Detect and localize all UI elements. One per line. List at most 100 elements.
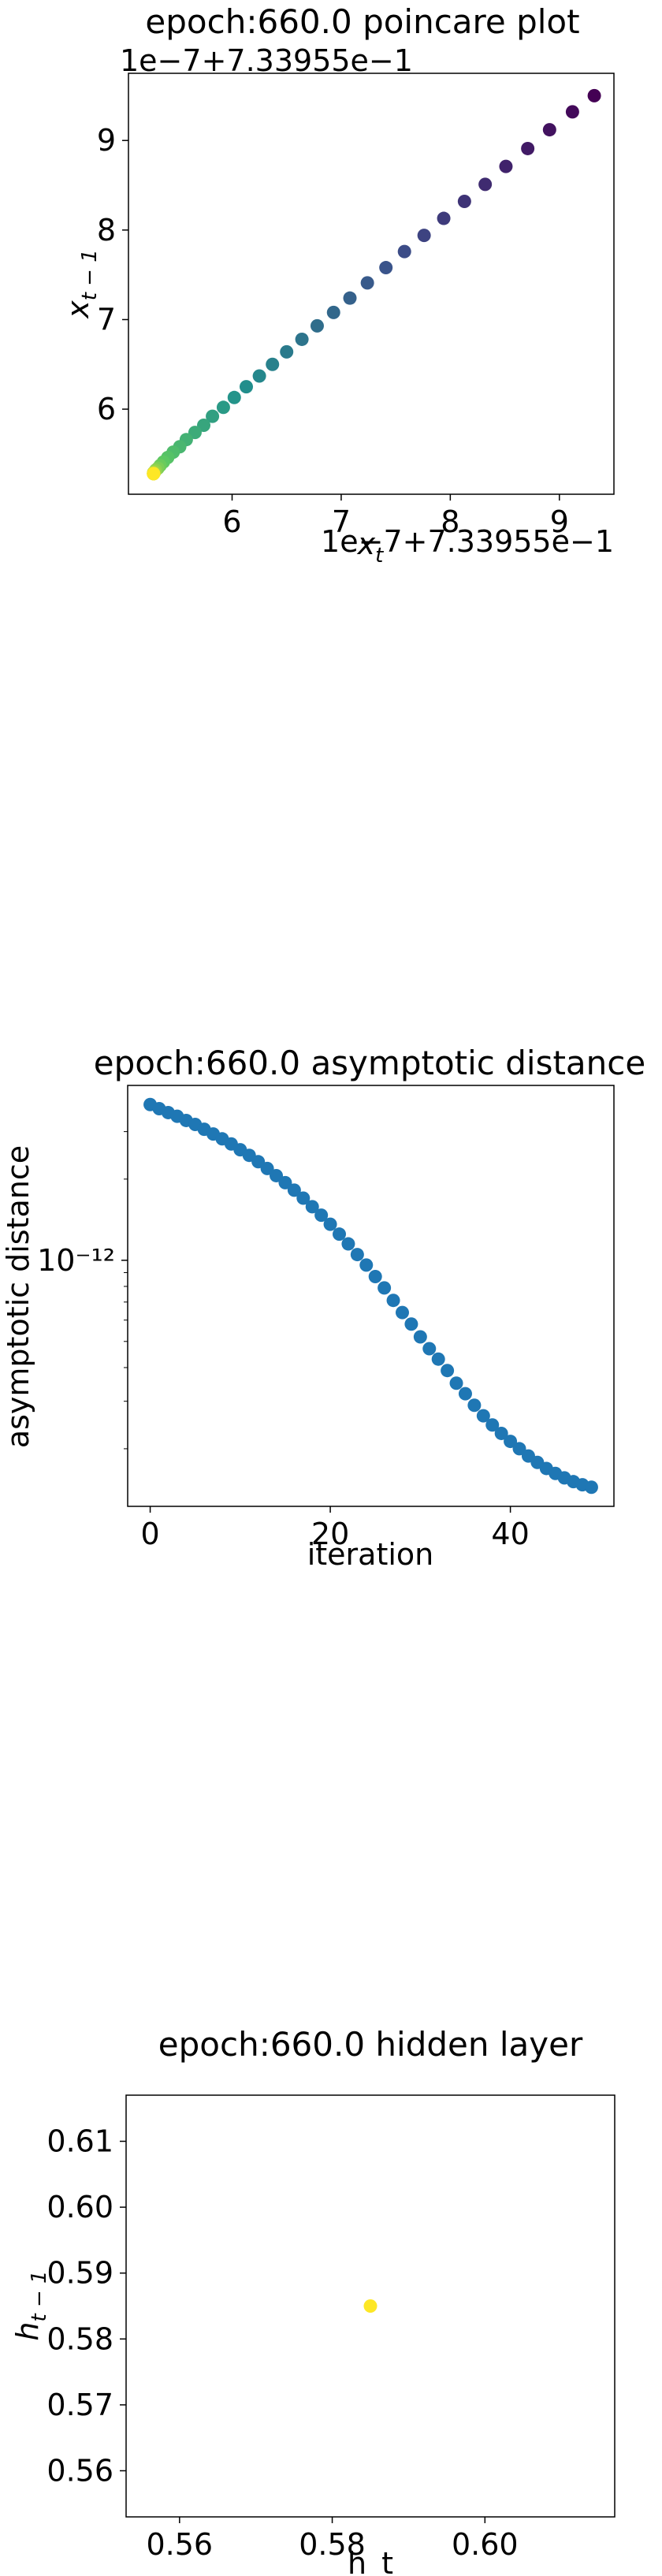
poincare-point: [216, 400, 230, 415]
asymptotic-point: [287, 1183, 301, 1197]
poincare-x-ticks: 6 7 8 9: [222, 494, 569, 539]
poincare-y-offset-label: 1e−7+7.33955e−1: [120, 43, 413, 78]
poincare-y-tick-label: 8: [97, 213, 116, 248]
asymptotic-point: [584, 1480, 598, 1495]
asymptotic-point: [260, 1161, 274, 1175]
asymptotic-point: [467, 1398, 482, 1413]
poincare-point: [379, 261, 393, 275]
poincare-point: [147, 467, 161, 481]
poincare-x-tick-label: 9: [550, 504, 569, 539]
hidden-y-tick-label: 0.61: [46, 2124, 113, 2159]
poincare-point: [521, 141, 535, 155]
hidden-title: epoch:660.0 hidden layer: [158, 2025, 583, 2064]
poincare-point: [280, 344, 294, 359]
hidden-points: [363, 2299, 377, 2313]
asymptotic-point: [458, 1387, 472, 1401]
asymptotic-points: [143, 1097, 598, 1495]
asymptotic-plot-area: [127, 1085, 615, 1507]
poincare-plot-area: [128, 73, 615, 495]
asymptotic-point: [341, 1237, 355, 1251]
asymptotic-point: [504, 1435, 518, 1449]
hidden-x-tick-label: 0.60: [452, 2527, 519, 2562]
hidden-x-ticks: 0.56 0.58 0.60: [147, 2517, 519, 2562]
hidden-layer-plot: epoch:660.0 hidden layer 0.56 0.58 0.60 0.…: [10, 2025, 616, 2576]
poincare-title: epoch:660.0 poincare plot: [145, 2, 579, 41]
hidden-x-axis-label: h_t: [348, 2546, 393, 2576]
asymptotic-point: [485, 1418, 500, 1432]
poincare-y-axis-label: xt − 1: [61, 249, 102, 319]
asymptotic-y-tick-label: 10⁻¹²: [37, 1243, 115, 1278]
asymptotic-x-tick-label: 40: [491, 1517, 529, 1551]
asymptotic-x-tick-label: 0: [140, 1517, 159, 1551]
poincare-point: [295, 332, 309, 346]
poincare-point: [343, 291, 357, 305]
asymptotic-x-ticks: 0 20 40: [140, 1506, 530, 1551]
asymptotic-point: [278, 1175, 292, 1189]
poincare-point: [478, 177, 493, 192]
poincare-point: [565, 105, 579, 119]
poincare-point: [310, 318, 324, 333]
hidden-y-tick-label: 0.58: [46, 2321, 113, 2356]
hidden-y-tick-label: 0.57: [46, 2388, 113, 2422]
asymptotic-point: [296, 1191, 311, 1205]
asymptotic-point: [441, 1364, 455, 1378]
poincare-x-tick-label: 7: [332, 504, 351, 539]
asymptotic-title: epoch:660.0 asymptotic distance: [94, 1044, 645, 1082]
poincare-point: [457, 194, 471, 208]
hidden-y-axis-label: ht − 1: [10, 2270, 51, 2340]
hidden-point: [363, 2299, 377, 2313]
asymptotic-point: [476, 1409, 490, 1423]
asymptotic-point: [270, 1168, 284, 1182]
poincare-point: [499, 159, 513, 173]
poincare-x-offset-label: 1e−7+7.33955e−1: [321, 524, 614, 559]
asymptotic-point: [404, 1317, 418, 1331]
poincare-point: [240, 380, 254, 394]
asymptotic-point: [512, 1442, 526, 1456]
hidden-y-ticks: 0.56 0.57 0.58 0.59 0.60 0.61: [46, 2124, 126, 2488]
hidden-x-tick-label: 0.58: [299, 2527, 366, 2562]
asymptotic-point: [422, 1342, 437, 1356]
asymptotic-point: [314, 1208, 329, 1223]
poincare-point: [417, 229, 431, 243]
asymptotic-point: [449, 1376, 463, 1390]
asymptotic-point: [494, 1426, 508, 1440]
asymptotic-point: [359, 1258, 374, 1272]
asymptotic-point: [323, 1217, 337, 1231]
asymptotic-point: [305, 1200, 319, 1214]
asymptotic-point: [350, 1248, 364, 1262]
poincare-x-tick-label: 6: [222, 504, 241, 539]
asymptotic-point: [395, 1305, 409, 1320]
asymptotic-x-axis-label: iteration: [307, 1537, 434, 1572]
poincare-y-tick-label: 9: [97, 123, 116, 158]
asymptotic-point: [368, 1270, 382, 1284]
asymptotic-x-tick-label: 20: [311, 1517, 349, 1551]
poincare-point: [587, 88, 601, 102]
asymptotic-point: [377, 1281, 392, 1295]
poincare-x-tick-label: 8: [441, 504, 459, 539]
poincare-point: [227, 390, 241, 404]
hidden-x-tick-label: 0.56: [147, 2527, 214, 2562]
hidden-y-tick-label: 0.59: [46, 2256, 113, 2291]
poincare-point: [326, 305, 340, 319]
asymptotic-y-ticks: 10⁻¹²: [37, 1131, 128, 1450]
poincare-plot: epoch:660.0 poincare plot 1e−7+7.33955e−…: [61, 2, 615, 568]
hidden-y-tick-label: 0.60: [46, 2190, 113, 2224]
asymptotic-y-axis-label: asymptotic distance: [1, 1145, 35, 1448]
hidden-plot-area: [125, 2094, 616, 2518]
poincare-y-ticks: 6 7 8 9: [97, 123, 128, 426]
asymptotic-distance-plot: epoch:660.0 asymptotic distance 0 20 40 10…: [1, 1044, 645, 1572]
poincare-y-tick-label: 7: [97, 302, 116, 337]
poincare-point: [437, 211, 451, 225]
asymptotic-point: [431, 1352, 445, 1366]
poincare-points: [147, 88, 601, 481]
asymptotic-point: [333, 1227, 347, 1241]
asymptotic-point: [386, 1294, 400, 1308]
poincare-point: [252, 369, 266, 383]
poincare-point: [266, 357, 280, 371]
poincare-point: [360, 276, 374, 290]
poincare-point: [206, 409, 220, 423]
hidden-y-tick-label: 0.56: [46, 2453, 113, 2488]
poincare-y-tick-label: 6: [97, 392, 116, 426]
poincare-point: [542, 123, 556, 137]
